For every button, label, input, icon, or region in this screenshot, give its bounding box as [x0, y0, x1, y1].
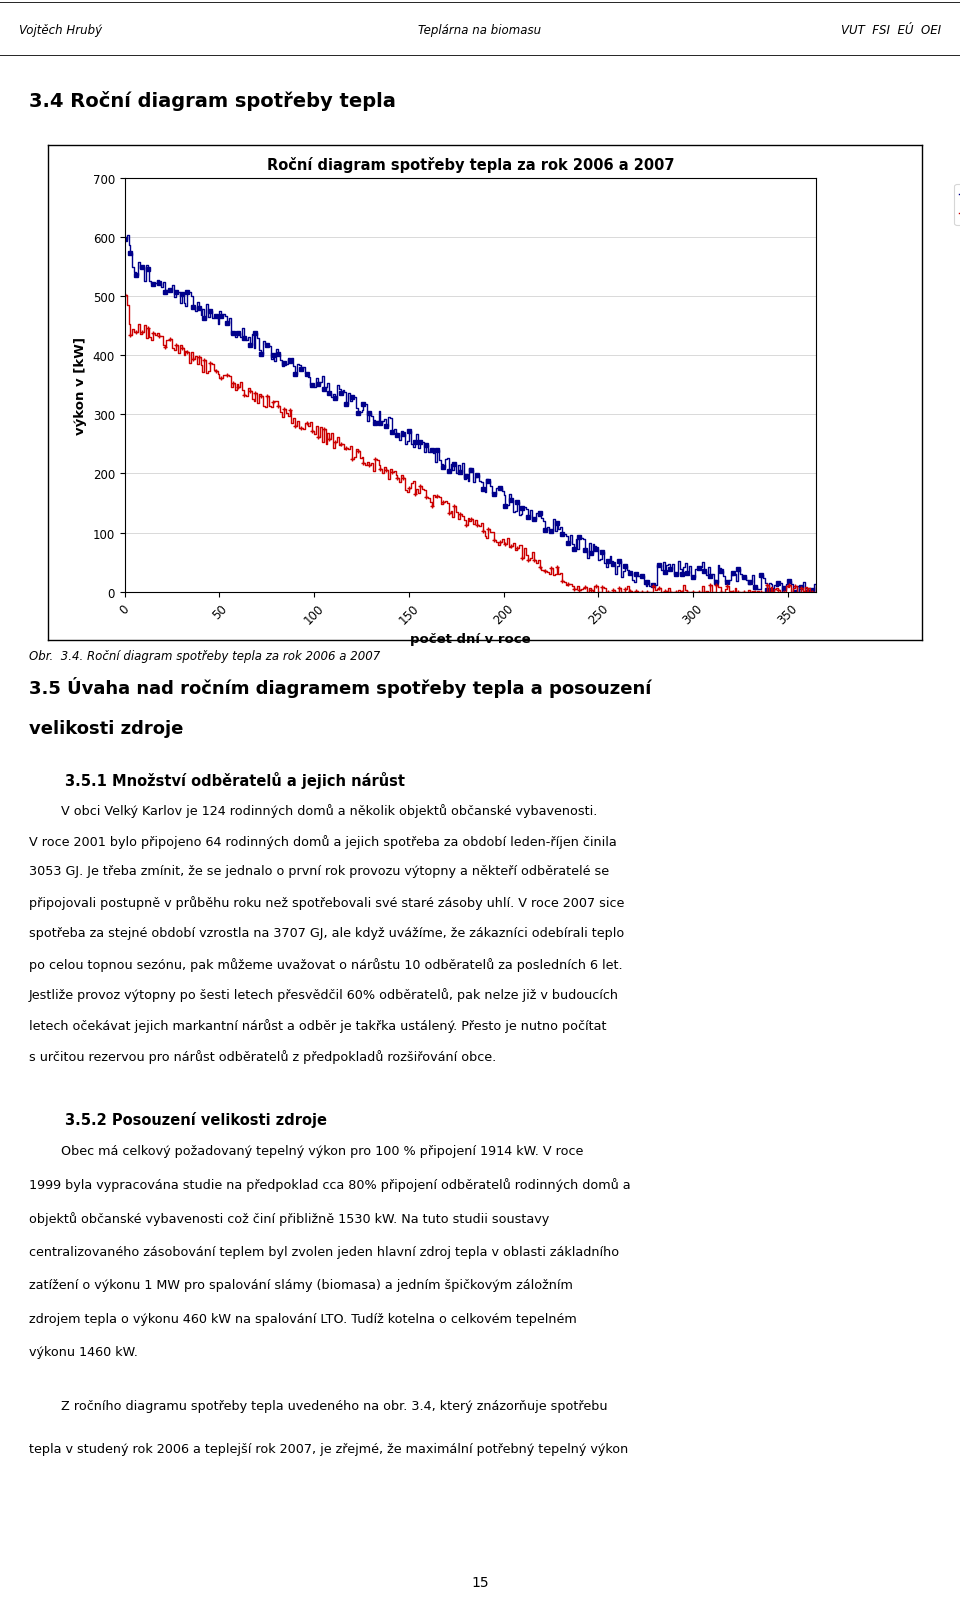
Text: Vojtěch Hrubý: Vojtěch Hrubý: [19, 23, 103, 37]
Text: výkonu 1460 kW.: výkonu 1460 kW.: [29, 1345, 137, 1358]
Line: Rok 2007: Rok 2007: [122, 294, 819, 594]
Text: 3053 GJ. Je třeba zmínit, že se jednalo o první rok provozu výtopny a někteří od: 3053 GJ. Je třeba zmínit, že se jednalo …: [29, 865, 609, 878]
Text: Z ročního diagramu spotřeby tepla uvedeného na obr. 3.4, který znázorňuje spotře: Z ročního diagramu spotřeby tepla uveden…: [29, 1399, 608, 1412]
Rok 2006: [189, 297, 201, 316]
Text: 15: 15: [471, 1576, 489, 1589]
Text: objektů občanské vybavenosti což činí přibližně 1530 kW. Na tuto studii soustavy: objektů občanské vybavenosti což činí př…: [29, 1211, 549, 1225]
Text: letech očekávat jejich markantní nárůst a odběr je takřka ustálený. Přesto je nu: letech očekávat jejich markantní nárůst …: [29, 1019, 607, 1032]
Legend: Rok 2006, Rok 2007: Rok 2006, Rok 2007: [954, 185, 960, 226]
Text: zatížení o výkonu 1 MW pro spalování slámy (biomasa) a jedním špičkovým záložním: zatížení o výkonu 1 MW pro spalování slá…: [29, 1279, 573, 1292]
Rok 2007: [222, 367, 233, 386]
Text: Teplárna na biomasu: Teplárna na biomasu: [419, 23, 541, 37]
Text: V roce 2001 bylo připojeno 64 rodinných domů a jejich spotřeba za období leden-ř: V roce 2001 bylo připojeno 64 rodinných …: [29, 834, 616, 849]
Text: po celou topnou sezónu, pak můžeme uvažovat o nárůstu 10 odběratelů za posledníc: po celou topnou sezónu, pak můžeme uvažo…: [29, 958, 622, 971]
Line: Rok 2006: Rok 2006: [123, 234, 818, 594]
Text: s určitou rezervou pro nárůst odběratelů z předpokladů rozšiřování obce.: s určitou rezervou pro nárůst odběratelů…: [29, 1050, 496, 1063]
Text: centralizovaného zásobování teplem byl zvolen jeden hlavní zdroj tepla v oblasti: centralizovaného zásobování teplem byl z…: [29, 1245, 619, 1258]
Text: Obec má celkový požadovaný tepelný výkon pro 100 % připojení 1914 kW. V roce: Obec má celkový požadovaný tepelný výkon…: [29, 1144, 583, 1157]
Rok 2007: [810, 578, 822, 597]
Text: 3.5.2 Posouzení velikosti zdroje: 3.5.2 Posouzení velikosti zdroje: [65, 1112, 327, 1126]
Rok 2007: [187, 351, 199, 370]
Text: 3.5 Úvaha nad ročním diagramem spotřeby tepla a posouzení: 3.5 Úvaha nad ročním diagramem spotřeby …: [29, 677, 651, 698]
Text: V obci Velký Karlov je 124 rodinných domů a několik objektů občanské vybavenosti: V obci Velký Karlov je 124 rodinných dom…: [29, 803, 597, 818]
X-axis label: počet dní v roce: počet dní v roce: [410, 633, 531, 646]
Text: velikosti zdroje: velikosti zdroje: [29, 719, 183, 737]
Rok 2006: [639, 576, 651, 596]
Rok 2007: [119, 286, 131, 305]
Text: tepla v studený rok 2006 a teplejší rok 2007, je zřejmé, že maximální potřebný t: tepla v studený rok 2006 a teplejší rok …: [29, 1441, 628, 1454]
Rok 2007: [496, 532, 508, 552]
Rok 2007: [581, 583, 592, 602]
Rok 2006: [496, 482, 508, 502]
Title: Roční diagram spotřeby tepla za rok 2006 a 2007: Roční diagram spotřeby tepla za rok 2006…: [267, 157, 674, 174]
Text: Jestliže provoz výtopny po šesti letech přesvědčil 60% odběratelů, pak nelze již: Jestliže provoz výtopny po šesti letech …: [29, 988, 619, 1001]
Rok 2006: [125, 243, 136, 263]
Rok 2006: [799, 579, 810, 599]
Text: připojovali postupně v průběhu roku než spotřebovali své staré zásoby uhlí. V ro: připojovali postupně v průběhu roku než …: [29, 896, 624, 909]
Text: 3.4 Roční diagram spotřeby tepla: 3.4 Roční diagram spotřeby tepla: [29, 91, 396, 112]
Text: spotřeba za stejné období vzrostla na 3707 GJ, ale když uvážíme, že zákazníci od: spotřeba za stejné období vzrostla na 37…: [29, 927, 624, 940]
Text: Obr.  3.4. Roční diagram spotřeby tepla za rok 2006 a 2007: Obr. 3.4. Roční diagram spotřeby tepla z…: [29, 649, 380, 662]
Text: 1999 byla vypracována studie na předpoklad cca 80% připojení odběratelů rodinnýc: 1999 byla vypracována studie na předpokl…: [29, 1178, 631, 1191]
Rok 2006: [121, 226, 132, 245]
Rok 2006: [119, 230, 131, 250]
Text: zdrojem tepla o výkonu 460 kW na spalování LTO. Tudíž kotelna o celkovém tepelné: zdrojem tepla o výkonu 460 kW na spalová…: [29, 1311, 577, 1324]
Rok 2007: [125, 315, 136, 334]
Rok 2006: [810, 583, 822, 602]
Rok 2007: [639, 583, 651, 602]
Rok 2007: [799, 581, 810, 601]
Rok 2006: [223, 313, 234, 333]
Rok 2006: [776, 583, 787, 602]
Text: VUT  FSI  EÚ  OEI: VUT FSI EÚ OEI: [841, 23, 941, 37]
Y-axis label: výkon v [kW]: výkon v [kW]: [74, 336, 87, 435]
Text: 3.5.1 Množství odběratelů a jejich nárůst: 3.5.1 Množství odběratelů a jejich nárůs…: [65, 771, 405, 789]
